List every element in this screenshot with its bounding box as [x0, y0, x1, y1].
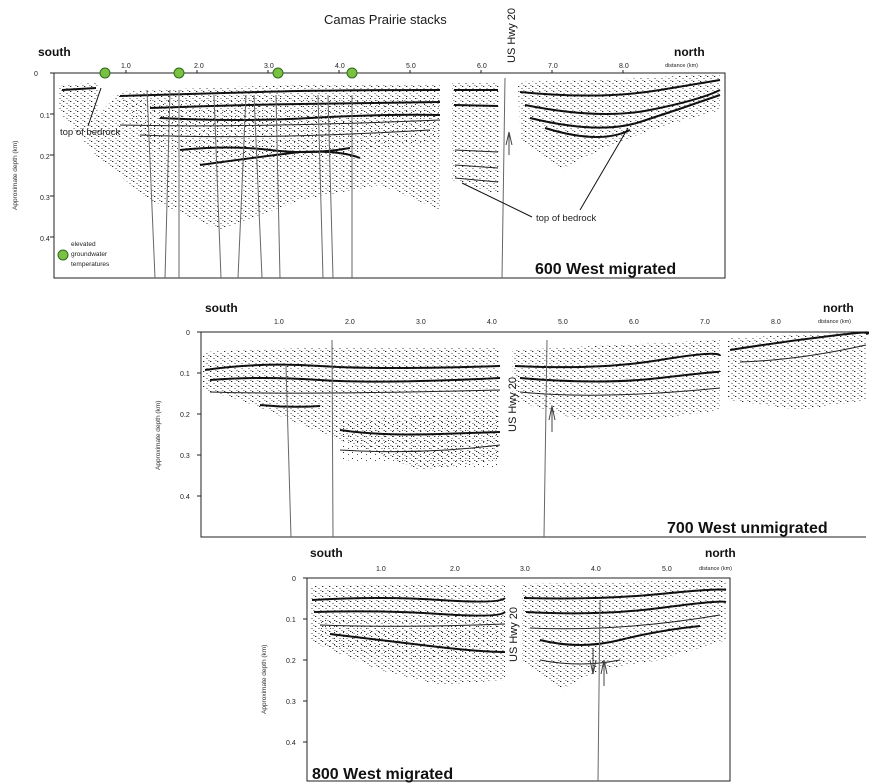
- x-tick-label: 4.0: [487, 319, 497, 326]
- y-tick-label: 0.3: [286, 699, 296, 706]
- x-tick-label: 5.0: [558, 319, 568, 326]
- figure-title: Camas Prairie stacks: [324, 12, 447, 27]
- north-label: north: [823, 301, 854, 315]
- x-tick-label: 3.0: [416, 319, 426, 326]
- fault-lines: [597, 599, 601, 782]
- y-tick-label: 0.1: [40, 113, 50, 120]
- y-tick-labels: 0 0.1 0.2 0.3 0.4: [180, 330, 190, 501]
- x-tick-label: 4.0: [335, 63, 345, 70]
- x-tick-label: 2.0: [345, 319, 355, 326]
- y-tick-label: 0.4: [180, 494, 190, 501]
- panel-frame: [53, 72, 726, 279]
- y-axis-label: Approximate depth (km): [12, 141, 19, 210]
- y-tick-label: 0.2: [286, 658, 296, 665]
- annotation-leader: [579, 127, 629, 211]
- distance-label: distance (km): [665, 63, 698, 69]
- distance-label: distance (km): [699, 566, 732, 572]
- x-tick-label: 3.0: [520, 566, 530, 573]
- panel-600-west: south north distance (km) 1.0 2.0 3.0 4.…: [12, 8, 726, 279]
- panel-frame: [306, 577, 731, 782]
- x-tick-label: 2.0: [194, 63, 204, 70]
- y-tick-label: 0: [292, 576, 296, 583]
- x-tick-label: 6.0: [477, 63, 487, 70]
- x-tick-label: 7.0: [548, 63, 558, 70]
- hwy-label: US Hwy 20: [508, 607, 520, 662]
- x-tick-label: 6.0: [629, 319, 639, 326]
- fault-offset-arrow: [505, 131, 513, 155]
- groundwater-marker: [173, 67, 185, 79]
- axis-ticks: [197, 331, 201, 497]
- y-tick-label: 0: [34, 71, 38, 78]
- x-tick-label: 1.0: [121, 63, 131, 70]
- fault-lines: [146, 77, 506, 279]
- y-tick-label: 0.1: [180, 371, 190, 378]
- distance-label: distance (km): [818, 319, 851, 325]
- y-axis-label: Approximate depth (km): [155, 401, 162, 470]
- annotation-top-of-bedrock: top of bedrock: [536, 213, 596, 224]
- panel-name: 600 West migrated: [535, 261, 676, 278]
- y-tick-labels: 0 0.1 0.2 0.3 0.4: [286, 576, 296, 747]
- legend-text: elevated: [71, 241, 96, 248]
- fault-offset-arrow: [589, 648, 597, 675]
- seismic-reflections: [58, 74, 721, 230]
- annotation-leader: [87, 87, 102, 127]
- y-tick-label: 0.3: [40, 195, 50, 202]
- south-label: south: [38, 45, 71, 59]
- y-tick-label: 0.4: [286, 740, 296, 747]
- axis-ticks: [303, 577, 307, 743]
- axis-ticks: [50, 70, 624, 238]
- fault-offset-arrow: [548, 405, 556, 432]
- seismic-reflections: [310, 580, 727, 690]
- south-label: south: [205, 301, 238, 315]
- x-tick-labels: 1.0 2.0 3.0 4.0 5.0 6.0 7.0 8.0: [121, 63, 629, 70]
- legend-text: groundwater: [71, 251, 108, 258]
- panel-700-west: south north distance (km) 1.0 2.0 3.0 4.…: [155, 301, 869, 538]
- panel-name: 700 West unmigrated: [667, 520, 828, 537]
- x-tick-label: 7.0: [700, 319, 710, 326]
- groundwater-markers: [99, 67, 358, 79]
- groundwater-marker: [272, 67, 284, 79]
- north-label: north: [674, 45, 705, 59]
- y-tick-label: 0.1: [286, 617, 296, 624]
- panel-frame: [200, 332, 866, 538]
- south-label: south: [310, 546, 343, 560]
- x-tick-label: 1.0: [376, 566, 386, 573]
- y-axis-label: Approximate depth (km): [261, 645, 268, 714]
- x-tick-labels: 1.0 2.0 3.0 4.0 5.0 6.0 7.0 8.0: [274, 319, 781, 326]
- legend-marker-icon: [57, 249, 69, 261]
- y-tick-label: 0: [186, 330, 190, 337]
- y-tick-label: 0.4: [40, 236, 50, 243]
- legend-text: temperatures: [71, 261, 110, 268]
- panel-name: 800 West migrated: [312, 766, 453, 783]
- x-tick-label: 5.0: [406, 63, 416, 70]
- groundwater-marker: [346, 67, 358, 79]
- x-tick-label: 8.0: [771, 319, 781, 326]
- x-tick-label: 3.0: [264, 63, 274, 70]
- annotation-top-of-bedrock: top of bedrock: [60, 127, 120, 138]
- groundwater-marker: [99, 67, 111, 79]
- annotation-leader: [461, 182, 533, 218]
- panel-800-west: south north distance (km) 1.0 2.0 4.0 5.…: [261, 546, 736, 783]
- x-tick-label: 5.0: [662, 566, 672, 573]
- hwy-label: US Hwy 20: [506, 8, 518, 63]
- fault-lines: [285, 339, 548, 538]
- x-tick-labels: 1.0 2.0 4.0 5.0 3.0: [376, 566, 672, 573]
- x-tick-label: 4.0: [591, 566, 601, 573]
- y-tick-label: 0.2: [40, 154, 50, 161]
- y-tick-label: 0.3: [180, 453, 190, 460]
- hwy-label: US Hwy 20: [507, 377, 519, 432]
- x-tick-label: 1.0: [274, 319, 284, 326]
- x-tick-label: 2.0: [450, 566, 460, 573]
- seismic-reflections: [203, 331, 869, 470]
- x-tick-label: 8.0: [619, 63, 629, 70]
- y-tick-label: 0.2: [180, 412, 190, 419]
- y-tick-labels: 0 0.1 0.2 0.3 0.4: [34, 71, 50, 243]
- north-label: north: [705, 546, 736, 560]
- fault-offset-arrow: [600, 659, 608, 686]
